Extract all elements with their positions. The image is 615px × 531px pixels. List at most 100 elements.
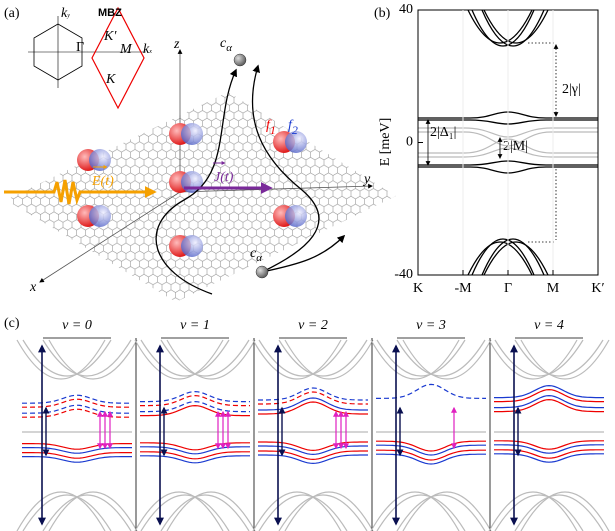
remote-band xyxy=(285,492,373,531)
electron-label: cα xyxy=(220,36,232,53)
remote-band xyxy=(403,340,491,379)
remote-band xyxy=(377,495,465,531)
annotation: 2|γ| xyxy=(562,82,581,97)
remote-band xyxy=(397,495,485,531)
lattice xyxy=(6,92,396,302)
field-label: E(t) xyxy=(91,174,114,189)
bz-label: M xyxy=(119,42,133,57)
y-tick-label: 0 xyxy=(406,135,413,150)
filling-label: ν = 3 xyxy=(416,318,446,333)
remote-band xyxy=(489,340,577,379)
remote-band xyxy=(521,340,609,379)
remote-band xyxy=(141,495,229,531)
remote-band xyxy=(141,340,229,376)
flat-band xyxy=(140,402,250,412)
kx-label: kx xyxy=(143,42,152,57)
bz-label: K′ xyxy=(103,29,117,44)
remote-band xyxy=(23,495,111,531)
band-line xyxy=(468,242,532,275)
flat-band xyxy=(376,441,486,451)
annotation: 2|M| xyxy=(503,139,528,154)
bz-label: K xyxy=(105,72,116,87)
panel-label: (b) xyxy=(374,6,391,21)
remote-band xyxy=(161,340,249,376)
band-line xyxy=(468,10,532,43)
band-chart: 2|γ| 2|Δ₁| 2|M| E [meV] -40 0 40 K -M Γ M K′ xyxy=(378,2,604,296)
band-line xyxy=(484,10,548,43)
flat-band xyxy=(140,443,250,450)
bz-label: Γ xyxy=(76,40,84,55)
remote-band xyxy=(521,492,609,531)
remote-band xyxy=(285,340,373,379)
orbital-blue xyxy=(181,171,203,193)
flat-band xyxy=(140,452,250,459)
x-tick-label: Γ xyxy=(504,281,512,296)
orbital-blue xyxy=(285,205,307,227)
remote-band xyxy=(253,340,341,379)
remote-band xyxy=(49,340,137,379)
current-label: J(t) xyxy=(214,170,234,185)
remote-band xyxy=(515,495,603,531)
remote-band xyxy=(259,340,347,376)
annotation: 2|Δ₁| xyxy=(430,125,457,140)
remote-band xyxy=(135,492,223,531)
remote-band xyxy=(23,340,111,376)
filling-label: ν = 2 xyxy=(298,318,328,333)
remote-band xyxy=(515,340,603,376)
remote-band xyxy=(489,492,577,531)
filling-label: ν = 1 xyxy=(180,318,210,333)
flat-band xyxy=(376,454,486,464)
flat-band xyxy=(140,392,250,402)
x-tick-label: K xyxy=(413,281,423,296)
filling-label: ν = 0 xyxy=(62,318,92,333)
orbital-blue xyxy=(181,123,203,145)
remote-band xyxy=(377,340,465,376)
remote-band xyxy=(43,340,131,376)
electron xyxy=(256,266,268,278)
orbital-blue xyxy=(89,149,111,171)
flat-band xyxy=(376,384,486,398)
figure: (a) MBZ K′ M Γ K kx ky z y x cα cα f1 f2… xyxy=(0,0,615,531)
x-tick-label: M xyxy=(547,281,560,296)
remote-band xyxy=(495,340,583,376)
remote-band xyxy=(17,492,105,531)
y-axis-label: E [meV] xyxy=(378,118,393,167)
remote-band xyxy=(253,492,341,531)
filling-panels: ν = 0 ν = 1 ν = 2 ν = 3 ν = 4 xyxy=(17,318,609,531)
remote-band xyxy=(279,495,367,531)
remote-band xyxy=(167,340,255,379)
flat-band xyxy=(22,444,132,450)
remote-band xyxy=(495,495,583,531)
remote-band xyxy=(17,340,105,379)
remote-band xyxy=(161,495,249,531)
mbz-label: MBZ xyxy=(98,7,122,19)
remote-band xyxy=(259,495,347,531)
filling-label: ν = 4 xyxy=(534,318,564,333)
band-line xyxy=(484,242,548,275)
flat-band xyxy=(140,396,250,406)
x-tick-label: -M xyxy=(454,281,472,296)
remote-band xyxy=(397,340,485,376)
remote-band xyxy=(279,340,367,376)
flat-band xyxy=(22,395,132,403)
y-tick-label: -40 xyxy=(394,267,413,282)
remote-band xyxy=(135,340,223,379)
orbital-blue xyxy=(89,205,111,227)
electron xyxy=(234,54,246,66)
flat-band xyxy=(140,406,250,416)
mbz-rhombus xyxy=(92,8,144,108)
remote-band xyxy=(403,492,491,531)
x-tick-label: K′ xyxy=(591,281,604,296)
remote-band xyxy=(167,492,255,531)
y-tick-label: 40 xyxy=(399,2,413,17)
guides xyxy=(528,43,556,242)
axis-label: z xyxy=(173,37,180,52)
ky-label: ky xyxy=(61,6,70,21)
flat-band xyxy=(22,457,132,463)
axis-label: x xyxy=(29,280,37,295)
panel-label: (c) xyxy=(4,316,20,331)
axis-label: y xyxy=(362,172,371,187)
orbital-blue xyxy=(181,235,203,257)
remote-band xyxy=(49,492,137,531)
panel-label: (a) xyxy=(4,6,20,21)
